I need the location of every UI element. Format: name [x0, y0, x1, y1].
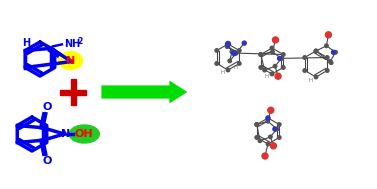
Ellipse shape — [215, 49, 219, 52]
Ellipse shape — [325, 44, 328, 48]
Ellipse shape — [282, 66, 285, 69]
Ellipse shape — [314, 49, 318, 53]
Ellipse shape — [275, 127, 279, 131]
Text: O: O — [42, 102, 52, 112]
Ellipse shape — [266, 116, 270, 120]
Ellipse shape — [277, 123, 281, 126]
Text: N: N — [66, 56, 75, 66]
Ellipse shape — [270, 143, 276, 149]
Text: O: O — [42, 156, 52, 166]
Ellipse shape — [268, 107, 274, 113]
Ellipse shape — [325, 69, 329, 72]
Ellipse shape — [262, 153, 268, 159]
Ellipse shape — [270, 72, 274, 76]
Ellipse shape — [255, 123, 259, 126]
Ellipse shape — [242, 41, 246, 45]
Ellipse shape — [273, 37, 279, 43]
Ellipse shape — [314, 49, 318, 53]
Ellipse shape — [325, 32, 331, 38]
Ellipse shape — [329, 61, 333, 64]
Ellipse shape — [232, 51, 237, 56]
Ellipse shape — [275, 73, 281, 79]
Text: OH: OH — [75, 129, 93, 139]
Ellipse shape — [282, 53, 285, 56]
Text: NH: NH — [64, 39, 80, 49]
Text: N: N — [61, 129, 70, 139]
Ellipse shape — [273, 64, 277, 68]
Text: H: H — [233, 65, 237, 70]
Ellipse shape — [331, 50, 336, 54]
Ellipse shape — [259, 66, 262, 69]
Ellipse shape — [58, 52, 83, 70]
Ellipse shape — [303, 56, 307, 59]
Ellipse shape — [259, 53, 262, 56]
Text: H: H — [309, 77, 313, 83]
Ellipse shape — [269, 135, 272, 139]
Ellipse shape — [328, 60, 332, 63]
Ellipse shape — [255, 136, 259, 139]
Text: H: H — [221, 70, 225, 75]
Ellipse shape — [271, 50, 274, 54]
Ellipse shape — [234, 51, 238, 55]
Ellipse shape — [277, 56, 282, 60]
Ellipse shape — [280, 57, 283, 60]
FancyBboxPatch shape — [60, 90, 86, 94]
Text: 2: 2 — [77, 37, 82, 46]
Ellipse shape — [263, 68, 267, 72]
FancyArrow shape — [100, 78, 190, 106]
Ellipse shape — [226, 42, 230, 46]
FancyBboxPatch shape — [70, 79, 75, 105]
Ellipse shape — [258, 139, 262, 143]
Ellipse shape — [314, 75, 318, 79]
Text: H: H — [22, 39, 30, 49]
Ellipse shape — [277, 136, 281, 139]
Ellipse shape — [226, 68, 230, 72]
Ellipse shape — [303, 69, 307, 72]
Ellipse shape — [238, 49, 241, 52]
Ellipse shape — [266, 142, 270, 146]
Ellipse shape — [226, 42, 230, 46]
Text: H: H — [265, 74, 269, 80]
Ellipse shape — [325, 56, 329, 59]
Ellipse shape — [215, 62, 219, 65]
Ellipse shape — [225, 45, 229, 48]
Ellipse shape — [230, 50, 234, 53]
Ellipse shape — [225, 42, 230, 46]
Ellipse shape — [69, 125, 99, 143]
Ellipse shape — [270, 46, 274, 50]
Ellipse shape — [255, 123, 259, 126]
Ellipse shape — [273, 127, 277, 131]
Ellipse shape — [266, 116, 270, 120]
Ellipse shape — [266, 119, 270, 123]
Ellipse shape — [259, 53, 262, 56]
Ellipse shape — [238, 62, 241, 65]
Ellipse shape — [228, 59, 231, 63]
Ellipse shape — [334, 50, 337, 54]
